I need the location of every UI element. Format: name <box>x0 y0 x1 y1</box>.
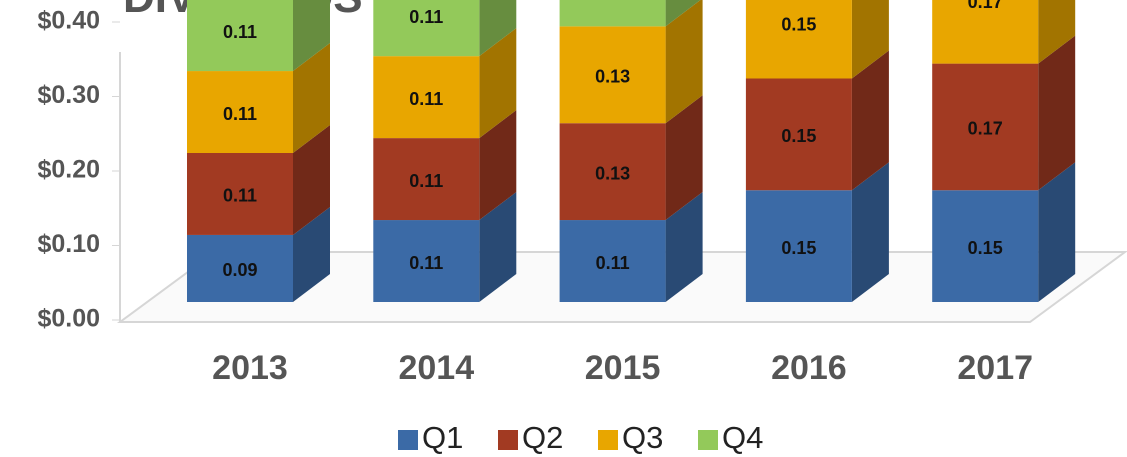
data-label: 0.11 <box>409 7 443 27</box>
bar <box>187 0 293 72</box>
bar-side <box>293 125 330 235</box>
bar <box>373 138 480 221</box>
bar-side <box>293 43 330 153</box>
data-label: 0.13 <box>595 67 630 87</box>
bar <box>559 26 666 124</box>
bar-side <box>665 0 703 124</box>
bar <box>745 190 852 302</box>
data-label: 0.11 <box>409 89 443 109</box>
data-label: 0.17 <box>968 119 1003 139</box>
bar-side <box>293 0 330 72</box>
bar <box>373 56 480 139</box>
legend-swatch <box>498 430 518 450</box>
bar-side <box>665 0 701 27</box>
x-tick-label: 2015 <box>585 349 661 387</box>
bar-side <box>293 206 330 302</box>
bar <box>373 220 480 302</box>
data-label: 0.15 <box>781 238 816 258</box>
x-tick-label: 2016 <box>771 349 847 387</box>
data-label: 0.09 <box>222 260 257 280</box>
legend-swatch <box>398 430 418 450</box>
bar <box>373 0 480 57</box>
legend-swatch <box>698 430 718 450</box>
bar-side <box>851 50 889 191</box>
bar <box>559 0 666 27</box>
bar <box>745 78 852 191</box>
legend-label: Q1 <box>422 420 463 455</box>
x-tick-label: 2017 <box>957 349 1033 387</box>
bar-side <box>1038 162 1076 302</box>
data-label: 0.13 <box>595 163 630 183</box>
bar <box>745 0 852 79</box>
bar <box>932 190 1039 302</box>
bar-side <box>851 162 889 302</box>
bar-side <box>1038 35 1076 191</box>
data-label: 0.15 <box>781 126 816 146</box>
bar-side <box>665 192 703 302</box>
bar <box>932 63 1039 191</box>
data-label: 0.11 <box>223 22 257 42</box>
y-tick-label: $0.30 <box>37 81 100 109</box>
legend-label: Q4 <box>722 420 763 455</box>
data-label: 0.11 <box>409 171 443 191</box>
bar <box>187 71 293 153</box>
legend-swatch <box>598 430 618 450</box>
legend-label: Q3 <box>622 420 663 455</box>
bar-side <box>479 110 517 221</box>
bar-side <box>851 0 889 79</box>
bar <box>932 0 1039 64</box>
bar-side <box>479 28 517 139</box>
data-label: 0.11 <box>223 186 257 206</box>
bar-side <box>479 0 517 57</box>
data-label: 0.11 <box>409 253 443 273</box>
bar <box>559 123 666 221</box>
data-label: 0.17 <box>968 0 1003 12</box>
data-label: 0.15 <box>781 14 816 34</box>
data-label: 0.11 <box>596 253 630 273</box>
x-tick-label: 2014 <box>398 349 474 387</box>
bar-side <box>1038 0 1076 64</box>
bar-side <box>665 95 703 221</box>
data-label: 0.15 <box>968 238 1003 258</box>
data-label: 0.11 <box>223 104 257 124</box>
y-tick-label: $0.40 <box>37 7 100 35</box>
x-tick-label: 2013 <box>212 349 288 387</box>
bar <box>559 220 666 302</box>
bar <box>187 153 293 235</box>
bar <box>187 234 293 302</box>
y-tick-label: $0.20 <box>37 156 100 184</box>
legend-label: Q2 <box>522 420 563 455</box>
bar-side <box>479 192 517 302</box>
y-tick-label: $0.10 <box>37 230 100 258</box>
y-tick-label: $0.00 <box>37 305 100 333</box>
